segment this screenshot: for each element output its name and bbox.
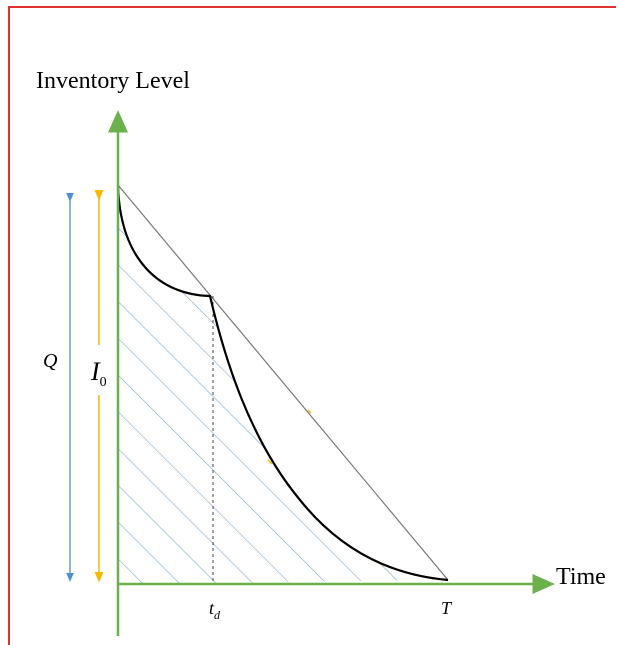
orange-tick-1: [267, 459, 273, 465]
y-axis-title: Inventory Level: [36, 68, 190, 94]
inventory-curve: [116, 184, 449, 582]
td-label: td: [209, 598, 221, 622]
t-end-label: T: [441, 598, 453, 618]
orange-tick-2: [307, 409, 312, 414]
x-axis-title: Time: [556, 564, 606, 590]
hatched-area: [118, 185, 448, 584]
linear-depletion-line: [117, 184, 449, 581]
red-frame: [8, 6, 616, 645]
q-label: Q: [43, 350, 58, 372]
i0-label: I0: [90, 357, 107, 390]
